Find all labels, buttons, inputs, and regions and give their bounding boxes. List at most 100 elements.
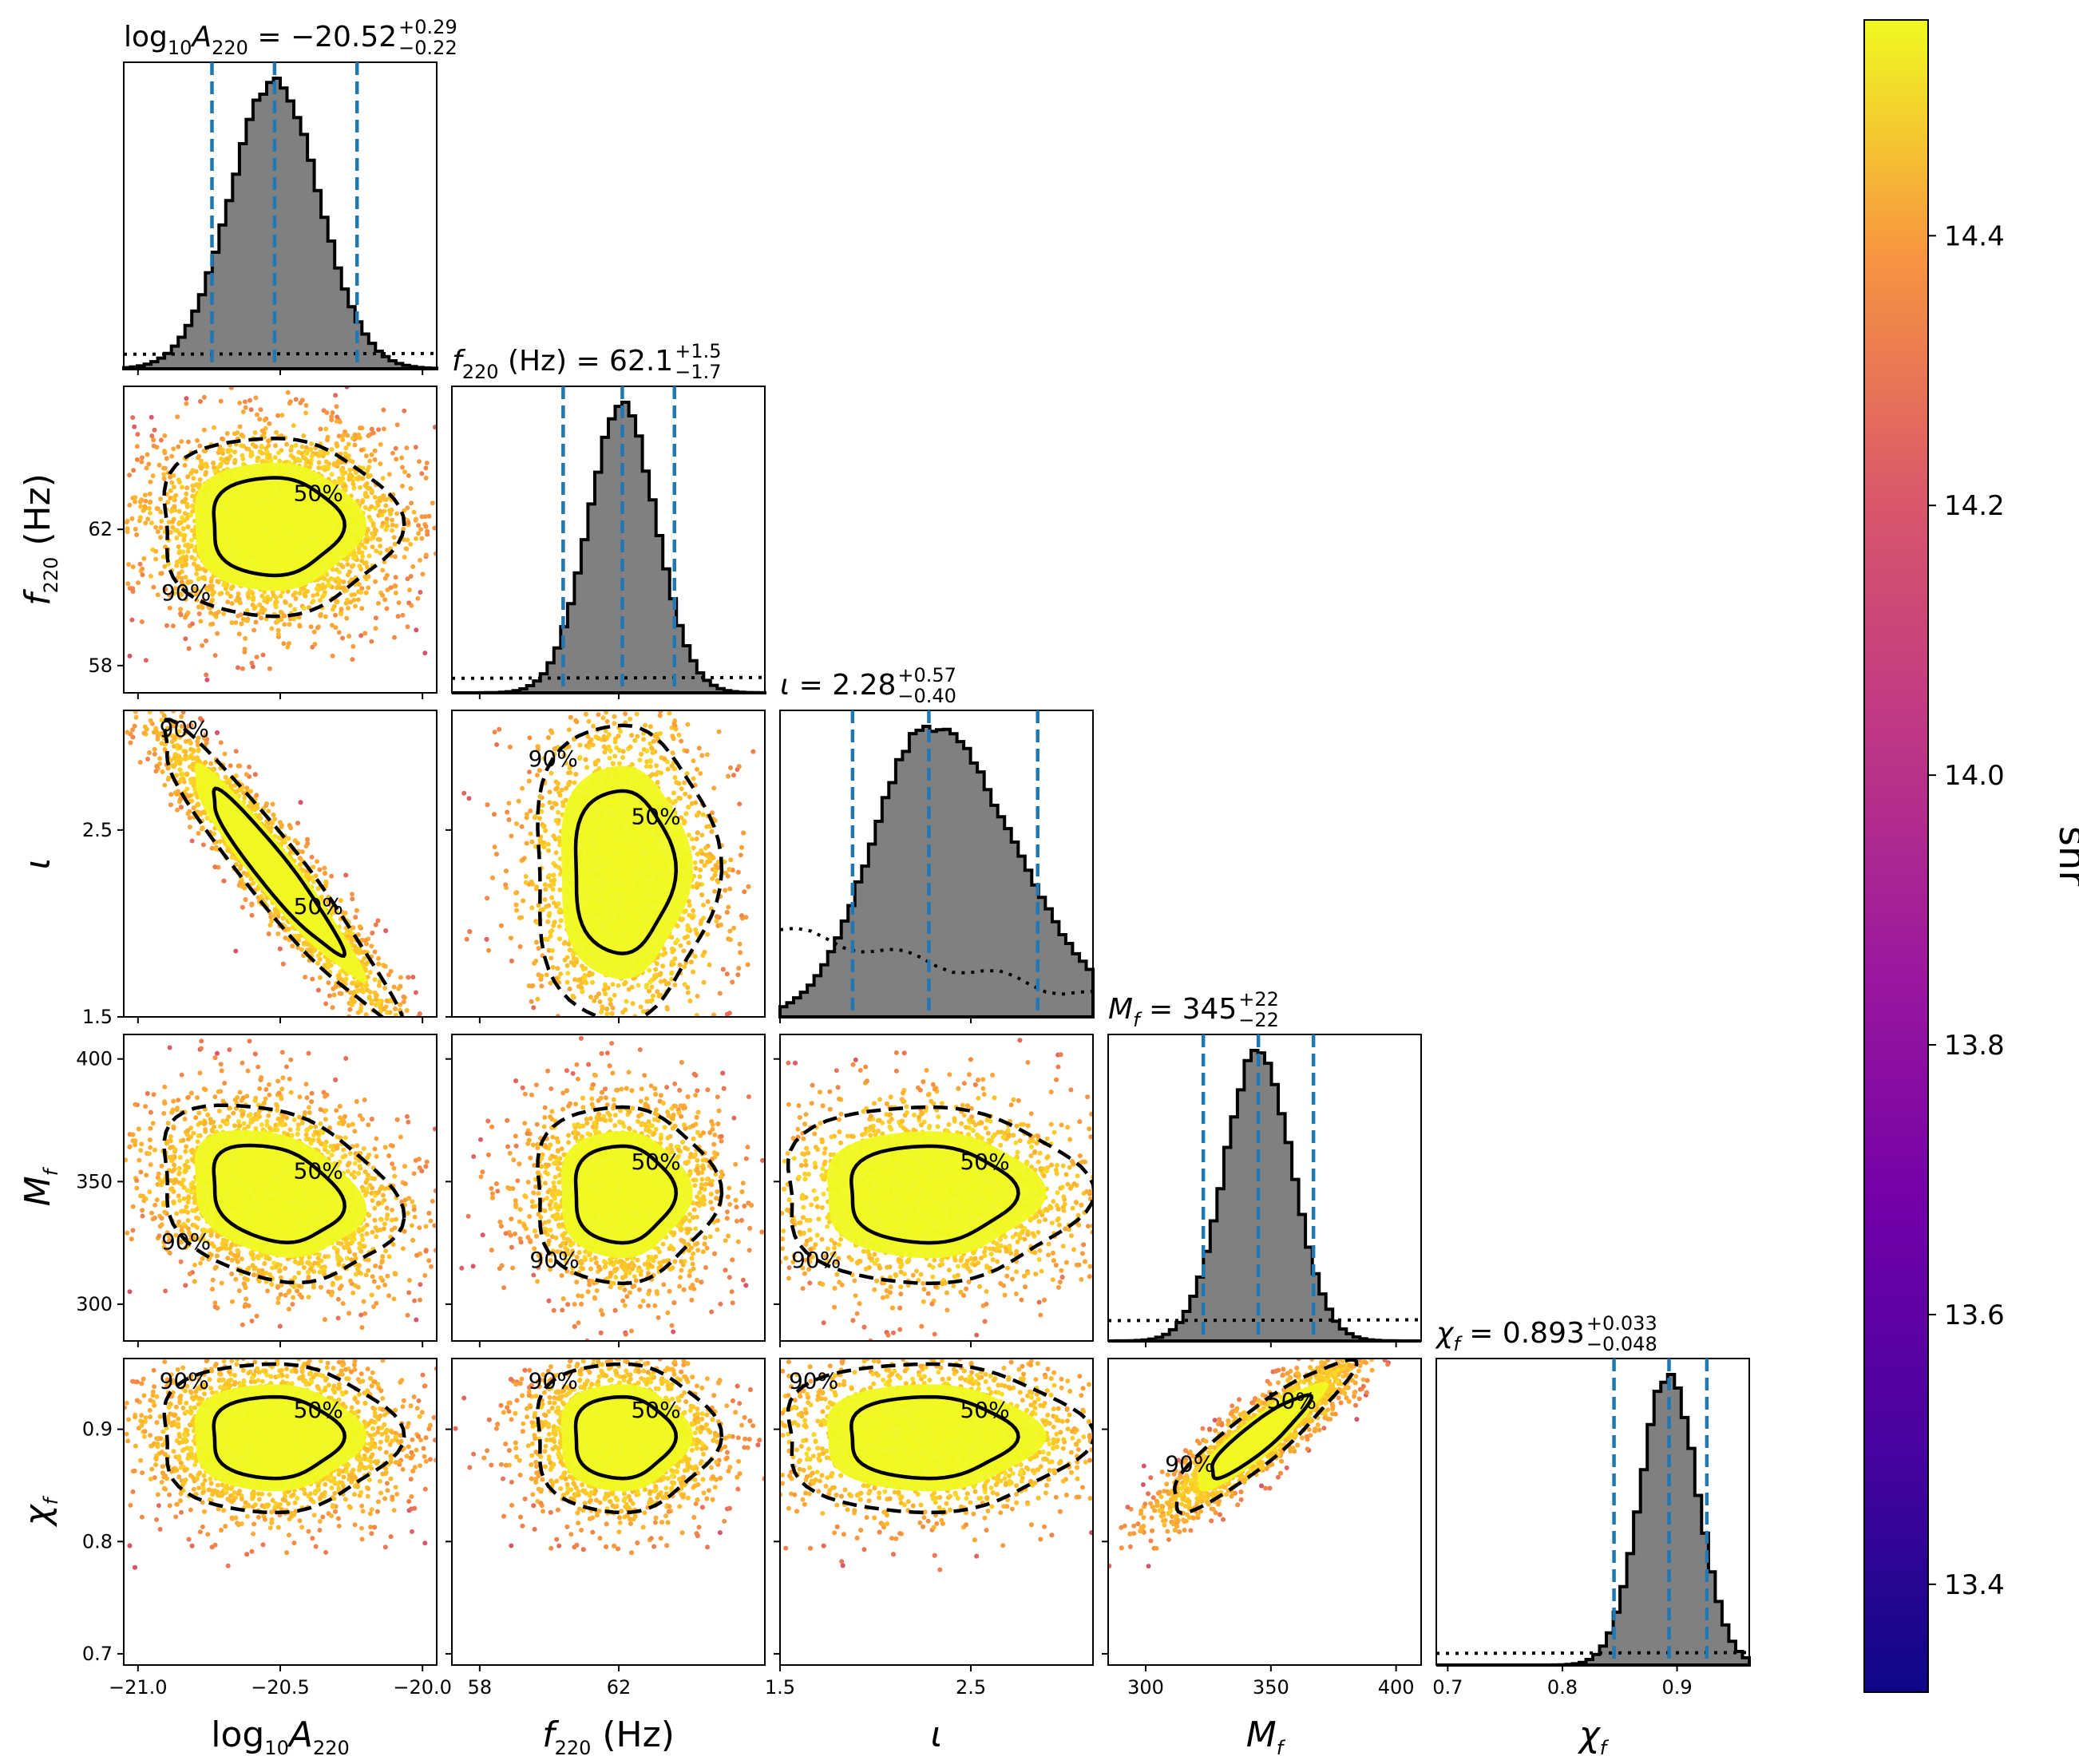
sample-point [131,468,137,473]
sample-point [177,744,183,750]
sample-point [189,838,195,844]
sample-point [243,405,248,410]
title-plus-2: +0.57 [897,664,956,686]
sample-point [378,461,383,467]
sample-point [350,925,355,931]
sample-point [357,435,362,441]
sample-point [161,713,167,718]
sample-point [188,741,193,746]
sample-point [269,918,275,924]
sample-point [166,775,172,781]
sample-point [169,739,175,745]
sample-point [135,432,141,437]
sample-point [369,998,374,1003]
sample-point [310,644,315,650]
sample-point [375,536,381,542]
sample-point [372,977,378,983]
sample-point [363,590,369,595]
sample-point [337,460,342,465]
sample-point [273,909,279,915]
sample-point [147,710,152,714]
sample-point [207,583,212,589]
sample-point [323,426,329,432]
sample-point [358,425,362,431]
sample-point [163,587,168,592]
sample-point [262,434,267,440]
sample-point [172,591,177,596]
sample-point [194,564,199,569]
sample-point [394,511,400,516]
sample-point [305,449,311,454]
sample-point [212,425,216,430]
sample-point [205,587,210,593]
sample-point [186,646,192,651]
sample-point [314,586,319,591]
sample-point [159,519,164,524]
sample-point [179,714,184,719]
sample-point [366,553,372,559]
sample-point [275,914,281,920]
sample-point [346,441,351,447]
sample-point [380,476,386,481]
sample-point [378,508,383,514]
sample-point [348,599,353,605]
sample-point [398,975,403,980]
prior-line-4 [1436,1651,1750,1655]
sample-point [187,825,192,830]
sample-point [288,848,294,854]
sample-point [334,404,339,409]
sample-point [363,1012,369,1017]
sample-point [275,627,281,633]
sample-point [285,588,291,594]
sample-point [347,990,353,995]
sample-point [273,604,279,610]
sample-point [367,989,373,995]
sample-point [401,999,406,1005]
sample-point [251,807,257,813]
sample-point [192,548,198,554]
sample-point [349,938,354,943]
sample-point [323,465,328,469]
sample-point [176,575,180,579]
sample-point [236,613,241,619]
sample-point [415,595,421,601]
sample-point [143,498,148,504]
sample-point [272,455,278,461]
sample-point [249,912,255,918]
sample-point [366,433,371,438]
sample-point [419,536,425,541]
sample-point [351,485,357,491]
sample-point [185,580,191,586]
sample-point [191,476,196,481]
sample-point [148,499,153,504]
sample-point [252,430,258,435]
sample-point [274,595,279,600]
sample-point [153,556,159,562]
sample-point [323,1001,329,1007]
sample-point [186,723,192,729]
sample-point [343,872,349,878]
sample-point [268,458,274,464]
sample-point [171,446,176,452]
sample-point [311,593,316,599]
sample-point [354,989,360,994]
sample-point [405,537,410,543]
sample-point [266,438,271,444]
sample-point [174,792,180,797]
sample-point [133,527,138,532]
sample-point [359,959,365,964]
sample-point [383,503,389,508]
sample-point [228,448,233,453]
sample-point [164,623,169,628]
sample-point [301,940,307,946]
sample-point [188,780,194,785]
sample-point [299,444,305,449]
sample-point [223,586,228,591]
sample-point [132,424,137,429]
sample-point [334,599,339,603]
sample-point [296,615,302,620]
sample-point [145,757,151,761]
sample-point [308,948,313,954]
sample-point [329,873,335,879]
sample-point [288,453,294,458]
